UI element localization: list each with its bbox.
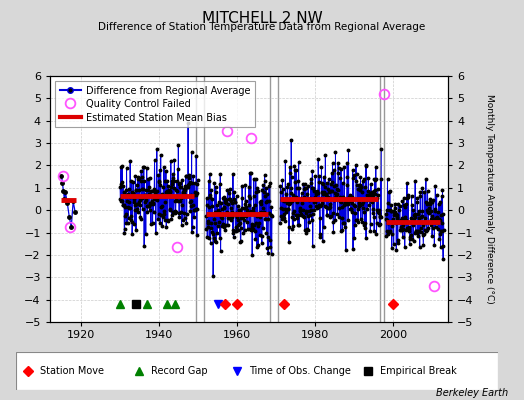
Legend: Difference from Regional Average, Quality Control Failed, Estimated Station Mean: Difference from Regional Average, Qualit…: [54, 81, 255, 127]
Y-axis label: Monthly Temperature Anomaly Difference (°C): Monthly Temperature Anomaly Difference (…: [485, 94, 494, 304]
Text: Berkeley Earth: Berkeley Earth: [436, 388, 508, 398]
Text: MITCHELL 2 NW: MITCHELL 2 NW: [202, 11, 322, 26]
Text: Station Move: Station Move: [40, 366, 104, 376]
Text: Empirical Break: Empirical Break: [380, 366, 456, 376]
FancyBboxPatch shape: [16, 352, 498, 390]
Text: Record Gap: Record Gap: [151, 366, 208, 376]
Text: Difference of Station Temperature Data from Regional Average: Difference of Station Temperature Data f…: [99, 22, 425, 32]
Text: Time of Obs. Change: Time of Obs. Change: [249, 366, 352, 376]
